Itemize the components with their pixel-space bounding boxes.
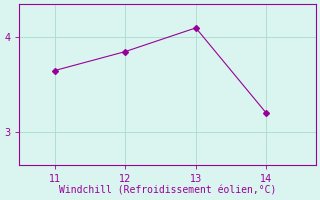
- X-axis label: Windchill (Refroidissement éolien,°C): Windchill (Refroidissement éolien,°C): [59, 186, 276, 196]
